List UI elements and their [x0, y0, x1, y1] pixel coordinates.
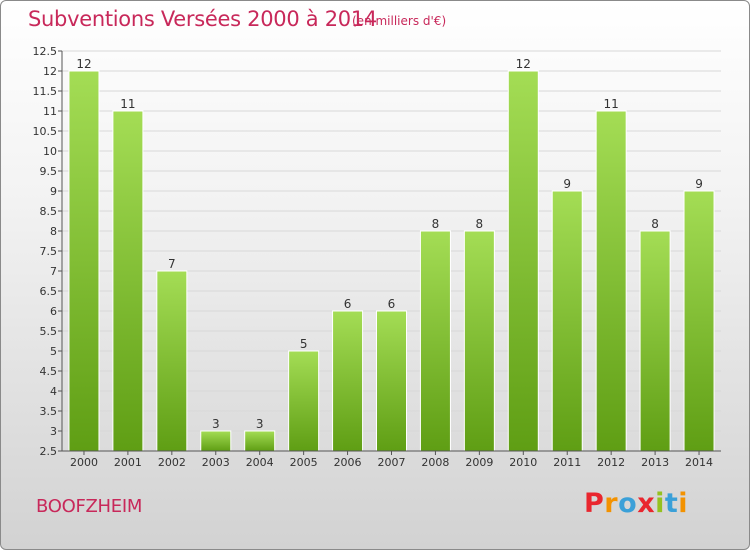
y-tick-label: 5 [50, 345, 57, 358]
data-label: 6 [344, 297, 352, 311]
y-tick-label: 10.5 [33, 125, 58, 138]
x-tick-label: 2007 [378, 456, 406, 469]
axes [58, 50, 721, 455]
data-labels: 12 11 7 3 3 5 6 6 8 8 12 9 11 8 9 [76, 57, 703, 431]
data-label: 6 [388, 297, 396, 311]
y-tick-label: 8.5 [40, 205, 58, 218]
bar [463, 230, 495, 452]
data-label: 12 [76, 57, 91, 71]
data-label: 9 [563, 177, 571, 191]
bar [376, 310, 407, 452]
x-tick-label: 2014 [685, 456, 713, 469]
y-tick-label: 9.5 [40, 165, 58, 178]
chart-title: Subventions Versées 2000 à 2014 [28, 7, 377, 31]
bar [68, 70, 100, 452]
bar [639, 230, 671, 452]
x-tick-label: 2004 [246, 456, 274, 469]
data-label: 3 [212, 417, 220, 431]
data-label: 9 [695, 177, 703, 191]
logo-letter: t [664, 488, 679, 519]
logo-letter: i [678, 488, 689, 519]
x-tick-label: 2009 [465, 456, 493, 469]
x-tick-label: 2000 [70, 456, 98, 469]
y-tick-label: 12 [43, 65, 57, 78]
data-label: 7 [168, 257, 176, 271]
y-tick-labels: 2.5 3 3.5 4 4.5 5 5.5 6 6.5 7 7.5 8 8.5 9 9.5 10 10.5 11 1… [33, 45, 58, 458]
y-tick-label: 3.5 [40, 405, 58, 418]
x-tick-label: 2011 [553, 456, 581, 469]
y-tick-label: 10 [43, 145, 57, 158]
bar [683, 190, 715, 452]
bar [156, 270, 188, 452]
logo-letter: o [618, 488, 638, 519]
bar [244, 430, 276, 452]
x-tick-label: 2008 [421, 456, 449, 469]
y-tick-label: 6 [50, 305, 57, 318]
x-tick-label: 2001 [114, 456, 142, 469]
data-label: 8 [432, 217, 440, 231]
x-tick-label: 2002 [158, 456, 186, 469]
x-tick-label: 2013 [641, 456, 669, 469]
x-tick-label: 2006 [334, 456, 362, 469]
chart-unit: (en milliers d'€) [352, 14, 447, 28]
y-tick-label: 11.5 [33, 85, 58, 98]
data-label: 11 [120, 97, 135, 111]
y-tick-label: 6.5 [40, 285, 58, 298]
y-tick-label: 7.5 [40, 245, 58, 258]
bars [68, 70, 715, 452]
y-tick-label: 5.5 [40, 325, 58, 338]
y-tick-label: 3 [50, 425, 57, 438]
y-tick-label: 4 [50, 385, 57, 398]
logo-letter: x [637, 488, 656, 519]
x-tick-label: 2012 [597, 456, 625, 469]
x-tick-label: 2003 [202, 456, 230, 469]
x-tick-label: 2010 [509, 456, 537, 469]
bar [200, 430, 232, 452]
bar [507, 70, 539, 452]
data-label: 11 [604, 97, 619, 111]
proxiti-logo: Proxiti [584, 488, 688, 519]
y-tick-label: 9 [50, 185, 57, 198]
bar [112, 110, 144, 452]
data-label: 12 [516, 57, 531, 71]
logo-letter: P [584, 488, 605, 519]
logo-letter: r [604, 488, 619, 519]
y-tick-label: 7 [50, 265, 57, 278]
y-tick-label: 12.5 [33, 45, 58, 58]
y-tick-label: 8 [50, 225, 57, 238]
y-tick-label: 11 [43, 105, 57, 118]
bar [595, 110, 627, 452]
y-tick-label: 4.5 [40, 365, 58, 378]
commune-name: BOOFZHEIM [36, 496, 143, 517]
data-label: 5 [300, 337, 308, 351]
bar [419, 230, 451, 452]
data-label: 8 [476, 217, 484, 231]
data-label: 3 [256, 417, 264, 431]
x-tick-label: 2005 [290, 456, 318, 469]
data-label: 8 [651, 217, 659, 231]
y-tick-label: 2.5 [40, 445, 58, 458]
bar [288, 350, 320, 452]
logo-letter: i [655, 488, 665, 519]
x-tick-labels: 2000 2001 2002 2003 2004 2005 2006 2007 2008 2009… [70, 456, 713, 469]
bar [551, 190, 583, 452]
bar [332, 310, 364, 452]
